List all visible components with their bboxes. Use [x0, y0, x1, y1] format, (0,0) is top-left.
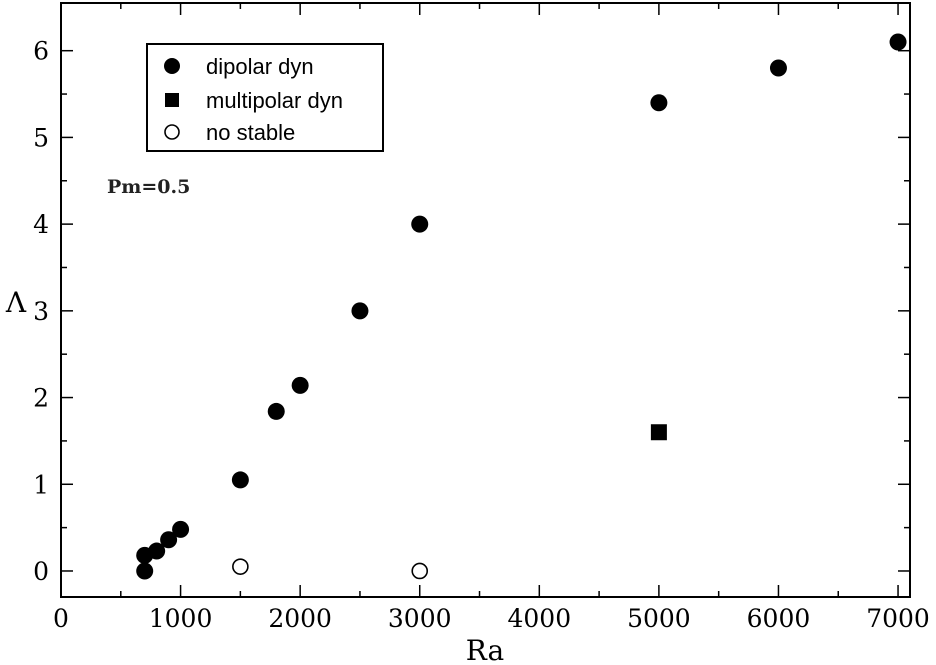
- x-tick-labels: 0 1000 2000 3000 4000 5000 6000 7000: [53, 604, 930, 633]
- pm-annotation: Pm=0.5: [107, 176, 190, 198]
- y-tick-label: 4: [33, 210, 49, 239]
- point-dipolar-dyn: [769, 59, 787, 77]
- x-tick-label: 6000: [747, 604, 811, 633]
- data-points: [136, 33, 907, 580]
- point-dipolar-dyn: [160, 531, 178, 549]
- x-tick-label: 4000: [507, 604, 571, 633]
- point-dipolar-dyn: [889, 33, 907, 51]
- legend: dipolar dyn multipolar dyn no stable: [146, 43, 384, 152]
- legend-label-no-stable: no stable: [206, 120, 295, 145]
- point-dipolar-dyn: [650, 94, 668, 112]
- x-tick-label: 0: [53, 604, 69, 633]
- point-dipolar-dyn: [172, 520, 190, 538]
- y-tick-label: 6: [33, 37, 49, 66]
- point-dipolar-dyn: [136, 562, 154, 580]
- y-tick-label: 5: [33, 123, 49, 152]
- legend-label-dipolar: dipolar dyn: [206, 54, 314, 79]
- y-tick-label: 2: [33, 384, 49, 413]
- point-multipolar-dyn: [650, 424, 667, 441]
- x-tick-label: 3000: [388, 604, 452, 633]
- point-dipolar-dyn: [351, 302, 369, 320]
- point-no-stable: [232, 558, 249, 575]
- point-no-stable: [411, 562, 429, 580]
- point-dipolar-dyn: [148, 542, 166, 560]
- point-dipolar-dyn: [231, 471, 249, 489]
- x-tick-label: 1000: [149, 604, 213, 633]
- x-tick-label: 5000: [627, 604, 691, 633]
- point-dipolar-dyn: [267, 402, 285, 420]
- legend-label-multipolar: multipolar dyn: [206, 88, 343, 113]
- point-dipolar-dyn: [291, 376, 309, 394]
- x-tick-label: 2000: [268, 604, 332, 633]
- y-tick-labels: 0 1 2 3 4 5 6: [33, 37, 49, 586]
- x-axis-title: Ra: [466, 634, 504, 665]
- x-tick-label: 7000: [866, 604, 930, 633]
- y-tick-label: 1: [33, 470, 49, 499]
- legend-marker-multipolar: [165, 93, 179, 107]
- plot-frame: [60, 2, 911, 598]
- point-dipolar-dyn: [411, 215, 429, 233]
- legend-marker-no-stable: [164, 124, 180, 140]
- y-tick-label: 3: [33, 297, 49, 326]
- y-tick-label: 0: [33, 557, 49, 586]
- legend-box: [146, 43, 384, 152]
- legend-marker-dipolar: [164, 58, 180, 74]
- axis-ticks: [60, 3, 910, 597]
- y-axis-title: Λ: [5, 286, 27, 319]
